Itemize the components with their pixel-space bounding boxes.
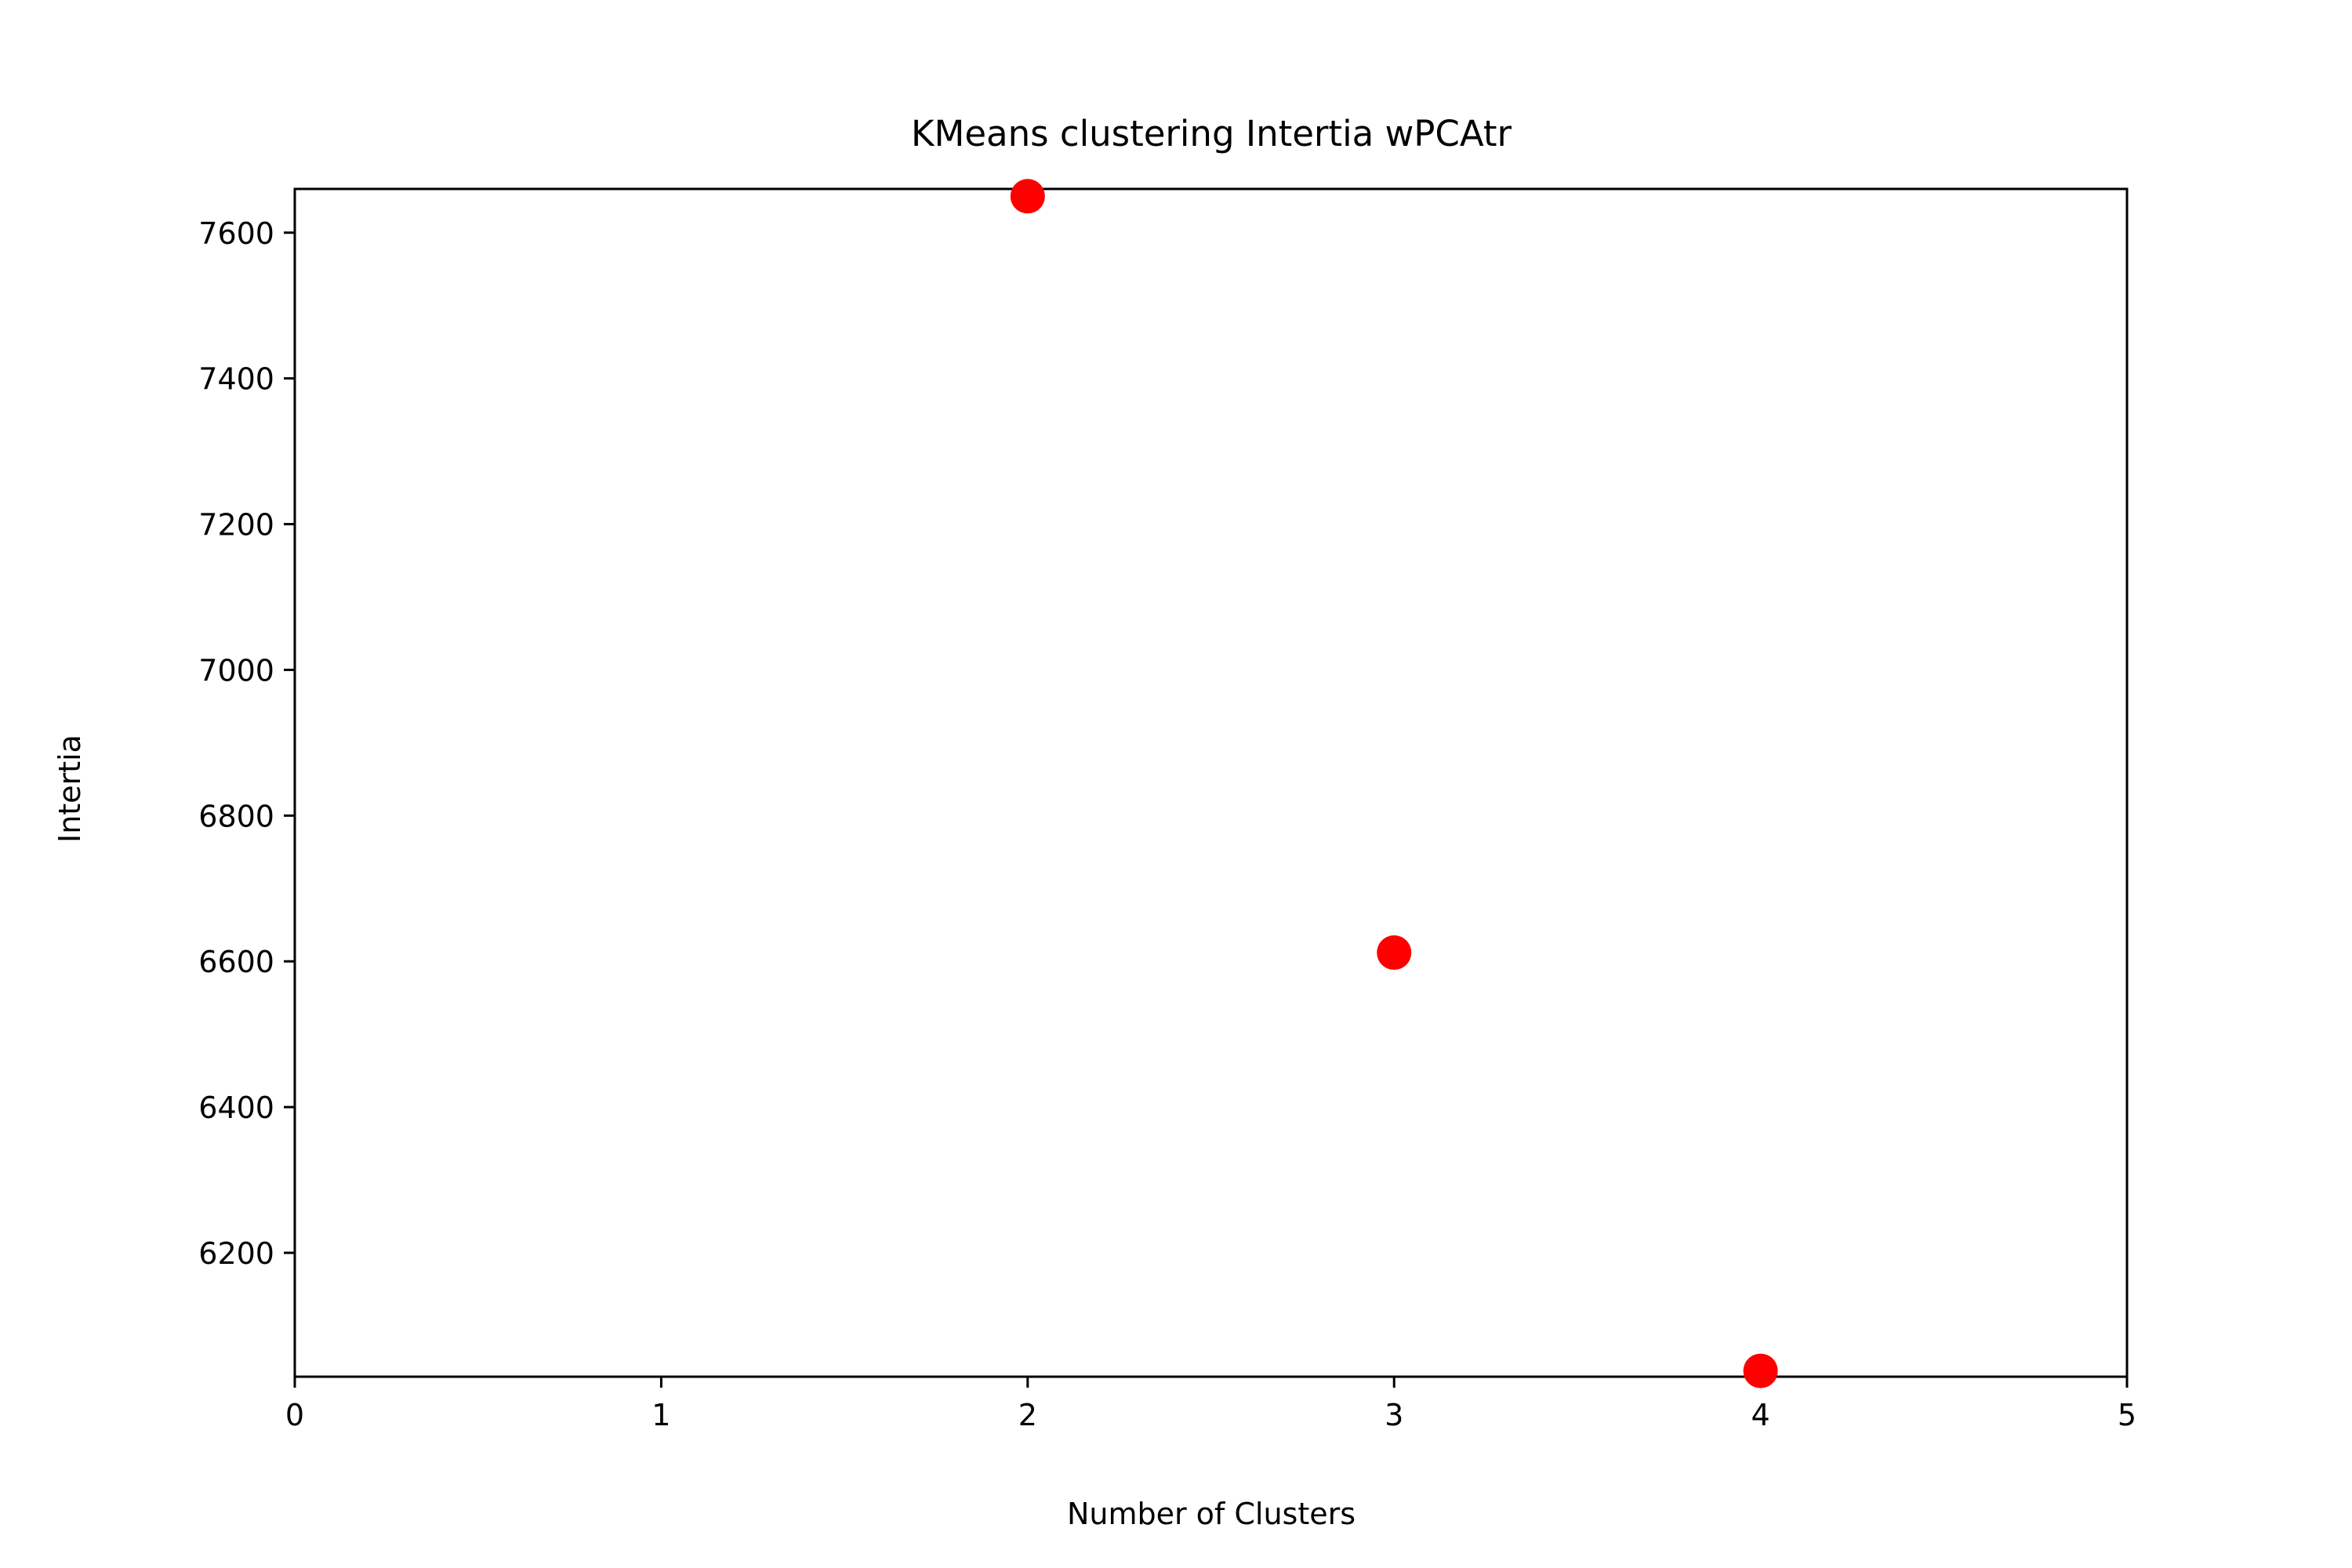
- data-point: [1377, 935, 1412, 971]
- y-tick-label: 6200: [198, 1236, 274, 1271]
- x-tick-label: 0: [285, 1398, 304, 1432]
- data-series: [1010, 179, 1778, 1388]
- x-tick-label: 4: [1751, 1398, 1770, 1432]
- y-tick-label: 7600: [198, 216, 274, 251]
- chart-title: KMeans clustering Intertia wPCAtr: [911, 113, 1512, 154]
- y-tick-label: 7000: [198, 653, 274, 688]
- y-tick-label: 7200: [198, 508, 274, 543]
- x-tick-label: 3: [1385, 1398, 1403, 1432]
- data-point: [1743, 1353, 1778, 1388]
- y-tick-label: 6600: [198, 945, 274, 979]
- x-axis: 0 1 2 3 4 5: [285, 1377, 2136, 1432]
- y-axis-label: Intertia: [53, 735, 87, 843]
- y-axis: 6200 6400 6600 6800 7000 7200 7400 7600: [198, 216, 295, 1271]
- x-tick-label: 5: [2118, 1398, 2136, 1432]
- y-tick-label: 6800: [198, 799, 274, 833]
- data-point: [1010, 179, 1045, 214]
- x-tick-label: 1: [652, 1398, 670, 1432]
- x-axis-label: Number of Clusters: [1067, 1497, 1356, 1531]
- y-tick-label: 7400: [198, 362, 274, 397]
- axes-frame: [293, 187, 2129, 1378]
- x-tick-label: 2: [1018, 1398, 1037, 1432]
- plot-area: 0 1 2 3 4 5 6200 6400 6600 6800 7000 7200 7400 7600: [198, 179, 2136, 1432]
- y-tick-label: 6400: [198, 1091, 274, 1125]
